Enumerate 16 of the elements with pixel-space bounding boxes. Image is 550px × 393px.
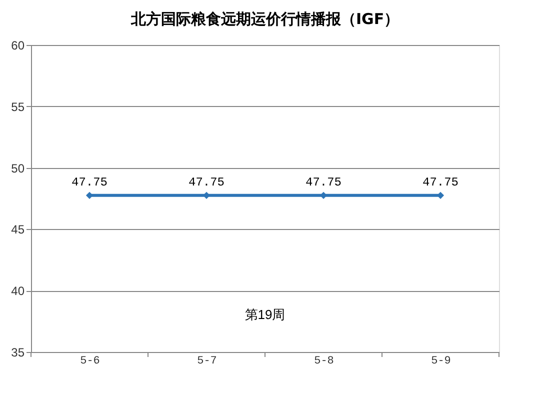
data-label: 47.75 bbox=[188, 175, 225, 190]
x-tick-label: 5-6 bbox=[80, 356, 100, 368]
x-tick-label: 5-9 bbox=[431, 356, 451, 368]
data-label: 47.75 bbox=[305, 175, 342, 190]
y-tick-label: 60 bbox=[11, 38, 25, 52]
y-tick-label: 50 bbox=[11, 161, 25, 176]
y-tick-label: 35 bbox=[11, 346, 25, 360]
y-tick-label: 45 bbox=[11, 222, 25, 237]
data-label: 47.75 bbox=[422, 175, 459, 190]
chart-title: 北方国际粮食远期运价行情播报（IGF） bbox=[130, 10, 400, 28]
x-tick-label: 5-7 bbox=[197, 356, 217, 368]
data-label: 47.75 bbox=[71, 175, 108, 190]
annotation: 第19周 bbox=[244, 307, 286, 322]
y-tick-label: 40 bbox=[11, 284, 25, 298]
x-tick-label: 5-8 bbox=[314, 356, 334, 368]
y-tick-label: 55 bbox=[11, 100, 25, 114]
